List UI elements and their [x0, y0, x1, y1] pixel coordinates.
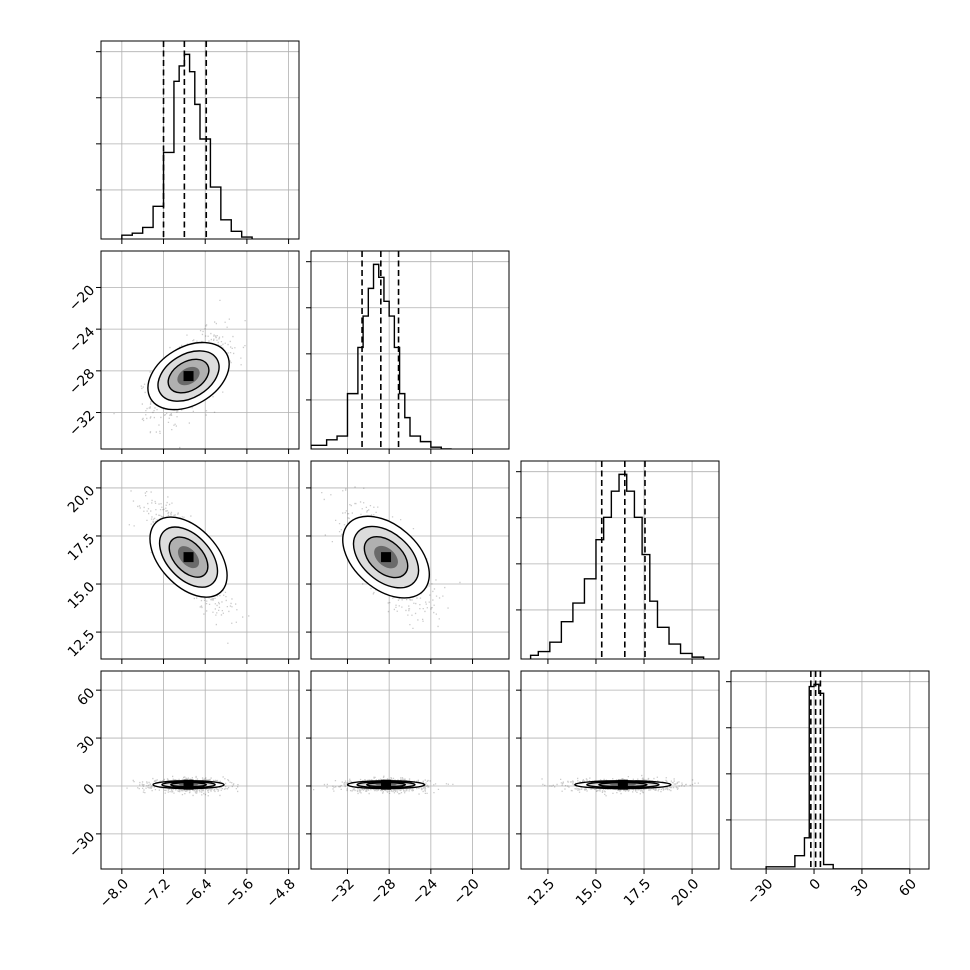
panel-frame	[100, 40, 300, 240]
peak-marker	[381, 552, 392, 563]
histogram-panel-3	[726, 670, 930, 870]
y-tick-label: 17.5	[65, 531, 98, 564]
gridlines	[521, 461, 719, 659]
scatter-panel-3-1	[310, 670, 510, 870]
contour-1	[157, 350, 220, 402]
contour-1	[158, 526, 219, 588]
x-tick-label: −20	[451, 876, 483, 908]
gridlines	[101, 671, 299, 869]
x-tick-label: −6.4	[180, 876, 215, 911]
contour-2	[168, 536, 209, 578]
gridlines	[101, 41, 299, 239]
peak-marker	[381, 779, 392, 790]
y-tick-label: 30	[74, 733, 98, 757]
scatter-cloud	[113, 299, 246, 449]
scatter-cloud	[541, 774, 699, 797]
panel-frame	[730, 670, 930, 870]
x-tick-label: −32	[326, 876, 358, 908]
x-tick-label: −5.6	[222, 876, 257, 911]
contour-1	[352, 525, 420, 589]
gridlines	[731, 671, 929, 869]
x-tick-label: −4.8	[263, 876, 298, 911]
scatter-cloud	[321, 486, 461, 629]
histogram-panel-1	[306, 250, 510, 450]
y-tick-label: 20.0	[65, 483, 98, 516]
panel-frame	[310, 670, 510, 870]
gridlines	[521, 671, 719, 869]
y-tick-label: 60	[74, 685, 98, 709]
histogram-1	[311, 263, 452, 449]
scatter-cloud	[313, 775, 454, 795]
scatter-panel-2-1	[310, 460, 510, 660]
gridlines	[311, 671, 509, 869]
panel-frame	[100, 460, 300, 660]
panel-frame	[520, 670, 720, 870]
y-tick-label: 15.0	[65, 579, 98, 612]
contour-2	[363, 535, 409, 579]
x-tick-label: 12.5	[525, 876, 558, 909]
scatter-points	[113, 299, 246, 449]
panel-frame	[100, 670, 300, 870]
gridlines	[101, 251, 299, 449]
histogram-panel-2	[516, 460, 720, 660]
y-tick-label: −32	[66, 408, 98, 440]
y-tick-label: 12.5	[65, 627, 98, 660]
peak-marker	[183, 779, 194, 790]
peak-marker	[617, 779, 628, 790]
y-tick-label: −24	[66, 324, 98, 356]
x-tick-label: 0	[807, 876, 825, 894]
panel-frame	[310, 250, 510, 450]
scatter-cloud	[128, 490, 250, 644]
contour-0	[149, 516, 228, 598]
x-tick-label: −24	[409, 876, 441, 908]
histogram-0	[121, 53, 253, 239]
x-tick-label: −30	[744, 876, 776, 908]
histogram-panel-0	[96, 40, 300, 240]
scatter-cloud	[126, 775, 239, 797]
panel-frame	[520, 460, 720, 660]
x-tick-label: −28	[367, 876, 399, 908]
histogram-3	[765, 683, 910, 869]
panel-frame	[100, 250, 300, 450]
y-tick-label: 0	[81, 781, 99, 799]
scatter-panel-1-0	[100, 250, 300, 450]
panel-frame	[310, 460, 510, 660]
peak-marker	[183, 371, 194, 382]
x-tick-label: 15.0	[573, 876, 606, 909]
scatter-panel-2-0	[100, 460, 300, 660]
contour-0	[147, 341, 230, 411]
histogram-2	[529, 473, 705, 659]
y-tick-label: −20	[66, 282, 98, 314]
x-tick-label: 30	[848, 876, 872, 900]
x-tick-label: 17.5	[621, 876, 654, 909]
y-tick-label: −30	[66, 829, 98, 861]
x-tick-label: −8.0	[97, 876, 132, 911]
scatter-panel-3-2	[520, 670, 720, 870]
gridlines	[311, 251, 509, 449]
contour-0	[342, 515, 431, 599]
x-tick-label: −7.2	[138, 876, 173, 911]
scatter-panel-3-0	[100, 670, 300, 870]
contour-2	[167, 358, 210, 394]
peak-marker	[183, 552, 194, 563]
x-tick-label: 20.0	[669, 876, 702, 909]
x-tick-label: 60	[896, 876, 920, 900]
y-tick-label: −28	[66, 366, 98, 398]
